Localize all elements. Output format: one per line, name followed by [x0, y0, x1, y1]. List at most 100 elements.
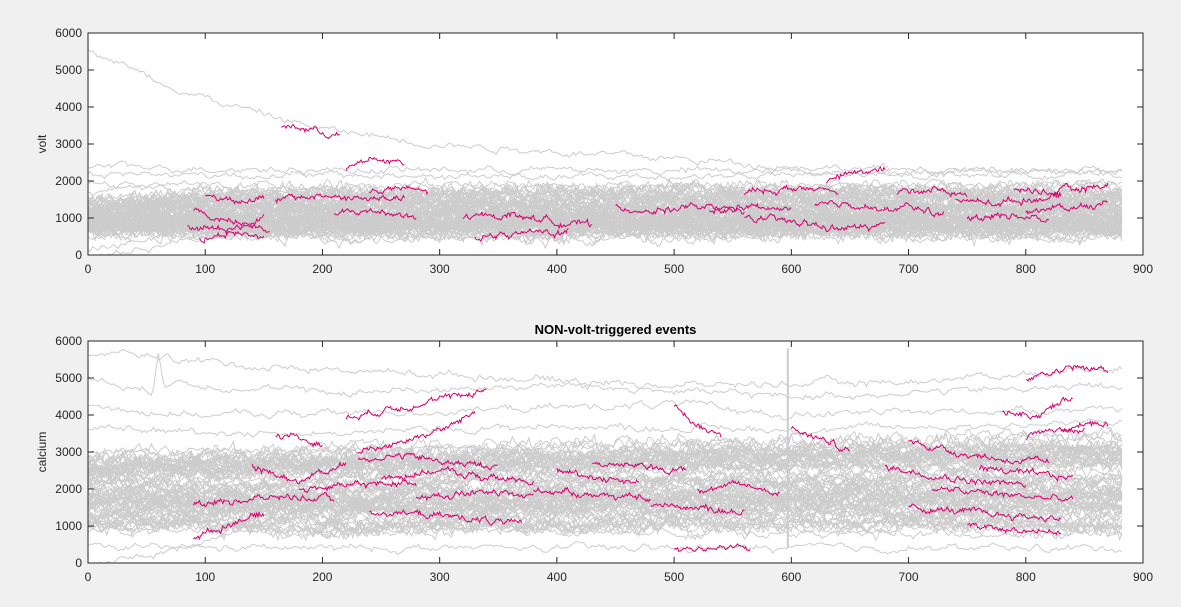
event-segment	[1025, 426, 1085, 440]
y-tick-label: 0	[75, 556, 82, 570]
plot-volt-traces	[87, 48, 1123, 256]
background-trace	[87, 499, 1123, 527]
x-tick-label: 400	[547, 262, 567, 276]
y-tick-label: 0	[75, 248, 82, 262]
event-segment	[204, 194, 265, 205]
event-segment	[193, 491, 335, 508]
event-segment	[615, 201, 745, 216]
event-segment	[345, 388, 487, 421]
x-tick-label: 800	[1016, 262, 1036, 276]
y-tick-label: 1000	[55, 519, 82, 533]
x-tick-label: 200	[312, 570, 332, 584]
event-segment	[908, 439, 1050, 465]
x-tick-label: 900	[1133, 262, 1153, 276]
x-tick-label: 0	[85, 570, 92, 584]
y-tick-label: 5000	[55, 371, 82, 385]
event-segment	[814, 199, 886, 212]
event-segment	[357, 452, 499, 471]
event-segment	[896, 186, 968, 198]
plot-calcium-title: NON-volt-triggered events	[535, 322, 697, 337]
trace-line	[87, 353, 1123, 401]
event-segment	[697, 479, 780, 497]
trace-line	[87, 48, 1123, 177]
background-trace	[87, 449, 1123, 489]
trace-line	[87, 181, 1122, 198]
event-segment	[369, 184, 429, 195]
trace-line	[87, 178, 1123, 194]
background-trace	[87, 482, 1123, 518]
event-segment	[275, 432, 323, 448]
event-segment	[966, 212, 1050, 223]
event-segment	[275, 192, 405, 204]
y-tick-label: 6000	[55, 334, 82, 348]
x-tick-label: 500	[664, 570, 684, 584]
event-segment	[187, 223, 270, 235]
trace-line	[87, 215, 1123, 252]
event-segment	[908, 503, 1062, 523]
x-tick-label: 0	[85, 262, 92, 276]
event-segment	[462, 210, 593, 230]
plot-calcium-traces	[87, 348, 1123, 564]
event-segment	[592, 461, 687, 476]
event-segment	[380, 465, 534, 486]
event-segment	[673, 542, 751, 552]
event-segment	[369, 508, 523, 526]
event-segment	[826, 166, 886, 184]
trace-line	[87, 518, 1123, 532]
y-tick-label: 5000	[55, 63, 82, 77]
y-tick-label: 6000	[55, 26, 82, 40]
x-tick-label: 800	[1016, 570, 1036, 584]
event-segment	[1025, 364, 1109, 382]
x-tick-label: 600	[781, 262, 801, 276]
plot-calcium-ylabel: calcium	[35, 432, 49, 473]
trace-line	[87, 198, 1122, 212]
background-trace	[87, 487, 1123, 521]
x-tick-label: 700	[899, 570, 919, 584]
y-tick-label: 3000	[55, 445, 82, 459]
event-segment	[884, 464, 1027, 488]
y-tick-label: 2000	[55, 174, 82, 188]
event-segment	[967, 522, 1062, 536]
plot-volt-ticks: 0 100 200 300 400 500 600 700 800 900 0 1000 2000 300…	[55, 26, 1153, 276]
event-segment	[1002, 396, 1073, 420]
event-segment	[474, 227, 569, 242]
y-tick-label: 2000	[55, 482, 82, 496]
event-segment	[931, 485, 1074, 502]
x-tick-label: 100	[195, 262, 215, 276]
y-tick-label: 4000	[55, 408, 82, 422]
x-tick-label: 600	[781, 570, 801, 584]
event-segment	[281, 123, 341, 140]
y-tick-label: 1000	[55, 211, 82, 225]
x-tick-label: 400	[547, 570, 567, 584]
background-trace	[87, 176, 1122, 210]
event-segment	[198, 230, 265, 244]
plot-volt-ylabel: volt	[35, 134, 49, 153]
event-segment	[708, 202, 792, 215]
event-segment	[345, 156, 405, 171]
trace-line	[88, 212, 1122, 229]
background-trace	[87, 471, 1123, 504]
background-trace	[87, 511, 1123, 541]
x-tick-label: 300	[430, 570, 450, 584]
event-segment	[1025, 200, 1108, 215]
background-trace	[87, 475, 1123, 507]
event-segment	[533, 486, 651, 503]
plot-calcium: 0 100 200 300 400 500 600 700 800 900 0 1000 2000 300…	[35, 322, 1153, 584]
event-segment	[673, 404, 722, 438]
trace-line	[87, 443, 1123, 458]
event-segment	[743, 183, 839, 197]
trace-line	[87, 205, 1123, 221]
event-segment	[193, 510, 265, 541]
background-trace	[87, 427, 1123, 464]
trace-line	[87, 541, 1123, 556]
event-segment	[357, 410, 476, 454]
background-trace	[87, 200, 1123, 230]
event-segment	[251, 461, 347, 485]
x-tick-label: 500	[664, 262, 684, 276]
x-tick-label: 300	[430, 262, 450, 276]
x-tick-label: 100	[195, 570, 215, 584]
event-segment	[415, 488, 534, 502]
x-tick-label: 900	[1133, 570, 1153, 584]
event-segment	[1013, 182, 1109, 196]
